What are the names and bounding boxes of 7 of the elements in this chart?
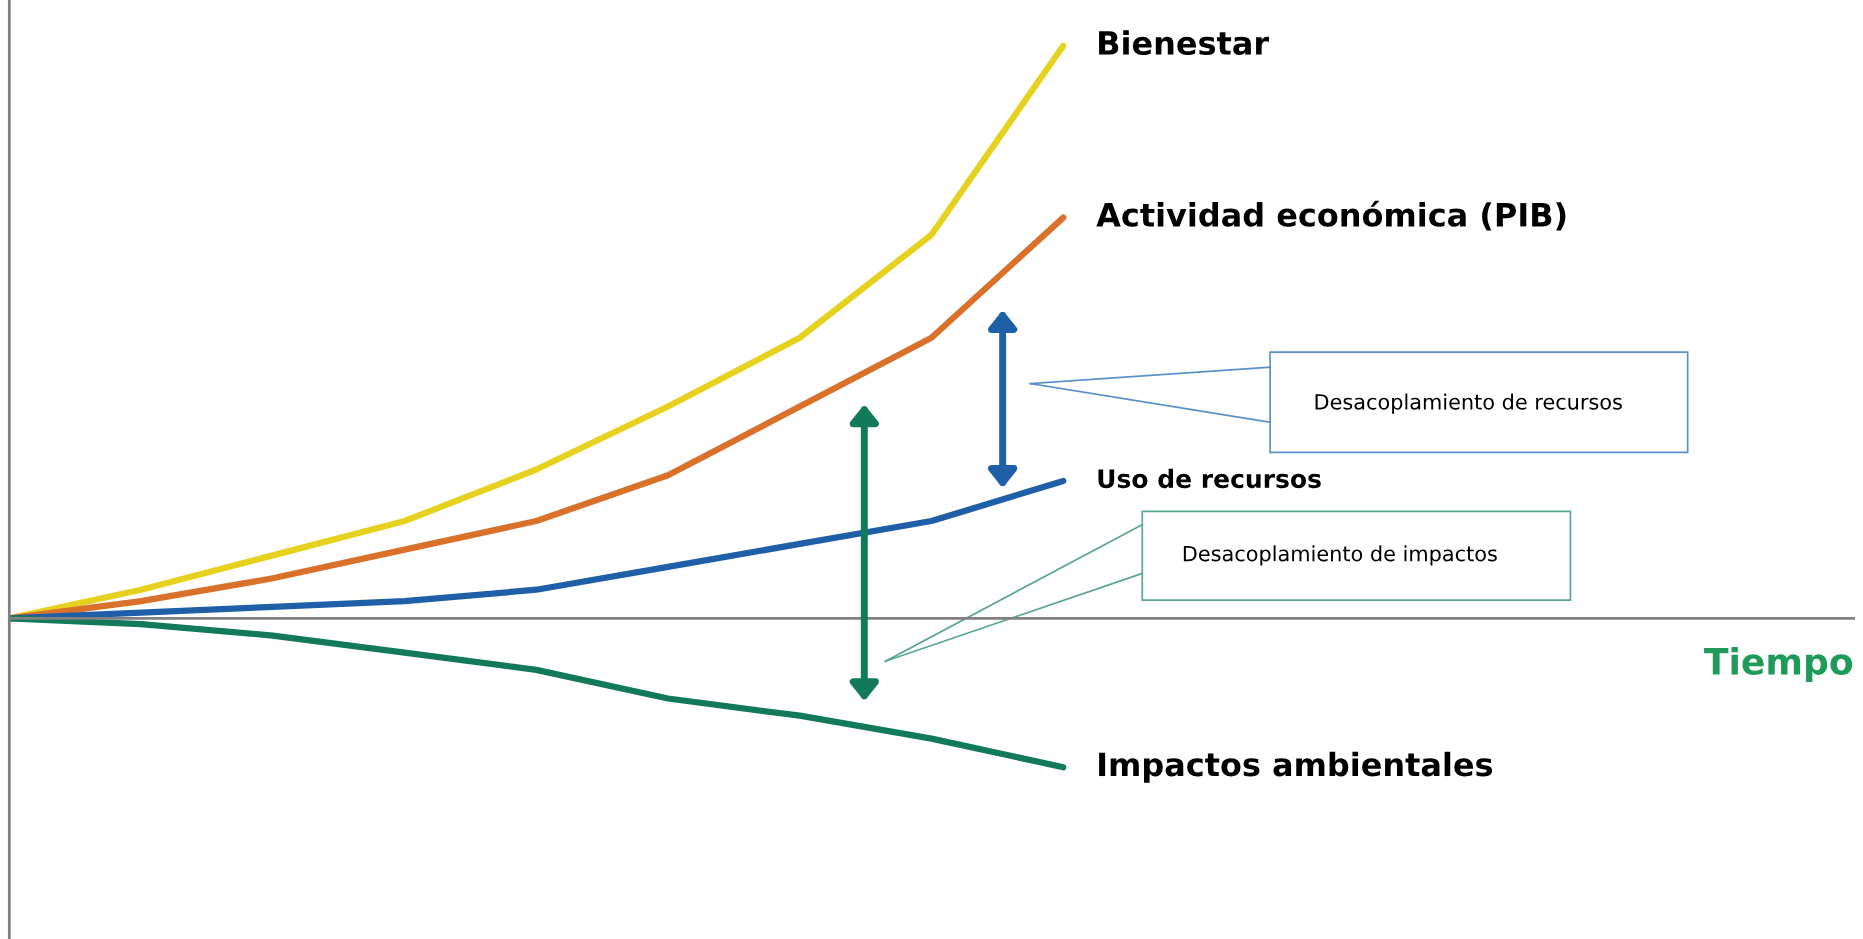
x-axis-title: Tiempo xyxy=(1704,646,1853,682)
annotation: Desacoplamiento de recursos xyxy=(1315,393,1622,414)
series-label: Impactos ambientales xyxy=(1099,751,1493,783)
annotation: Desacoplamiento de impactos xyxy=(1183,545,1497,566)
series-label: Bienestar xyxy=(1099,30,1270,56)
series-label: Actividad económica (PIB) xyxy=(1096,200,1566,231)
series-label: Uso de recursos xyxy=(1098,468,1321,489)
